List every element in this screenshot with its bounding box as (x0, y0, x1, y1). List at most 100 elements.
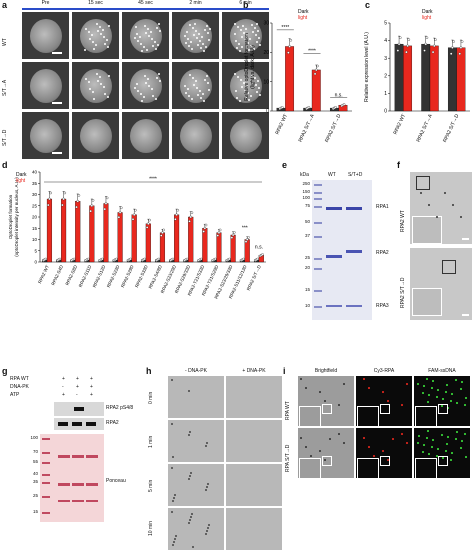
droplet (202, 43, 204, 45)
data-point (129, 257, 132, 261)
inset (412, 216, 442, 244)
droplet (191, 98, 193, 100)
marker-band (42, 474, 50, 476)
droplet (173, 541, 175, 543)
band (58, 483, 70, 486)
bar (174, 214, 180, 263)
panel-b-label: b (243, 0, 249, 10)
droplet (144, 25, 146, 27)
droplet (158, 23, 160, 25)
y-tick-label: 40 (32, 170, 38, 175)
droplet (100, 83, 102, 85)
band (72, 500, 84, 502)
droplet (172, 456, 174, 458)
droplet (241, 86, 243, 88)
droplet (417, 442, 419, 444)
band (58, 422, 68, 426)
droplet (188, 45, 190, 47)
data-point (214, 257, 217, 261)
band (86, 483, 98, 486)
nucleus (80, 119, 112, 153)
micrograph (168, 420, 224, 462)
lane-label: S/T+D (348, 172, 363, 178)
droplet (193, 34, 195, 36)
droplet (141, 100, 143, 102)
y-tick-label: 5 (384, 21, 387, 27)
droplet (206, 25, 208, 27)
droplet (437, 448, 439, 450)
droplet (104, 93, 106, 95)
droplet (188, 434, 190, 436)
x-tick-label: RPA2 WT (37, 264, 50, 284)
data-point (58, 257, 62, 261)
data-point (147, 222, 150, 226)
x-tick-label: RPA2-S29D (120, 264, 135, 289)
significance-label: n.s. (335, 92, 343, 98)
droplet (446, 384, 448, 386)
droplet (89, 88, 91, 90)
droplet (464, 404, 466, 406)
droplet (236, 47, 238, 49)
droplet (437, 389, 439, 391)
droplet (99, 26, 101, 28)
condition-value: + (76, 384, 79, 390)
x-tick-label: RPA2-S4D (50, 264, 64, 286)
droplet (465, 456, 467, 458)
droplet (184, 85, 186, 87)
droplet (202, 93, 204, 95)
data-point (77, 194, 81, 197)
droplet (172, 544, 174, 546)
data-point (101, 257, 104, 261)
droplet (257, 30, 259, 32)
data-point (171, 257, 175, 261)
micrograph (168, 464, 224, 506)
condition-value: + (62, 376, 65, 382)
data-point (120, 206, 123, 209)
bar (75, 201, 81, 263)
bar (103, 203, 109, 263)
marker-label: 37 (304, 233, 310, 238)
droplet (254, 77, 256, 79)
data-point (289, 39, 293, 42)
droplet (196, 87, 198, 89)
data-point (406, 44, 409, 48)
y-axis-label: (light vs. dark, A.U.) (250, 45, 256, 89)
droplet (206, 530, 208, 532)
data-point (451, 46, 454, 49)
droplet (249, 38, 251, 40)
droplet (343, 442, 345, 444)
roi-box (322, 404, 332, 414)
marker-band (42, 482, 50, 484)
data-point (47, 203, 50, 207)
droplet (234, 23, 236, 25)
bar (456, 47, 466, 112)
droplet (252, 81, 254, 83)
droplet (205, 445, 207, 447)
droplet (192, 77, 194, 79)
droplet (237, 76, 239, 78)
marker-label: 20 (304, 265, 310, 270)
data-point (103, 207, 107, 211)
significance-label: **** (149, 177, 157, 183)
nucleus (130, 119, 162, 153)
data-point (424, 42, 427, 46)
droplet (422, 451, 424, 453)
droplet (205, 533, 207, 535)
droplet (93, 98, 95, 100)
droplet (173, 497, 175, 499)
droplet (204, 29, 206, 31)
droplet (141, 50, 143, 52)
data-point (118, 211, 122, 214)
micrograph (356, 376, 412, 426)
data-point (459, 46, 463, 49)
marker-label: 100 (302, 195, 310, 200)
data-point (204, 223, 208, 227)
marker-band (42, 512, 50, 514)
row-label: ATP (10, 392, 20, 398)
droplet (401, 404, 403, 406)
x-tick-label: RPA2 S/T→D (442, 113, 460, 144)
row-label: WT (2, 37, 8, 46)
significance-label: **** (308, 48, 316, 54)
condition-value: + (76, 376, 79, 382)
droplet (258, 37, 260, 39)
